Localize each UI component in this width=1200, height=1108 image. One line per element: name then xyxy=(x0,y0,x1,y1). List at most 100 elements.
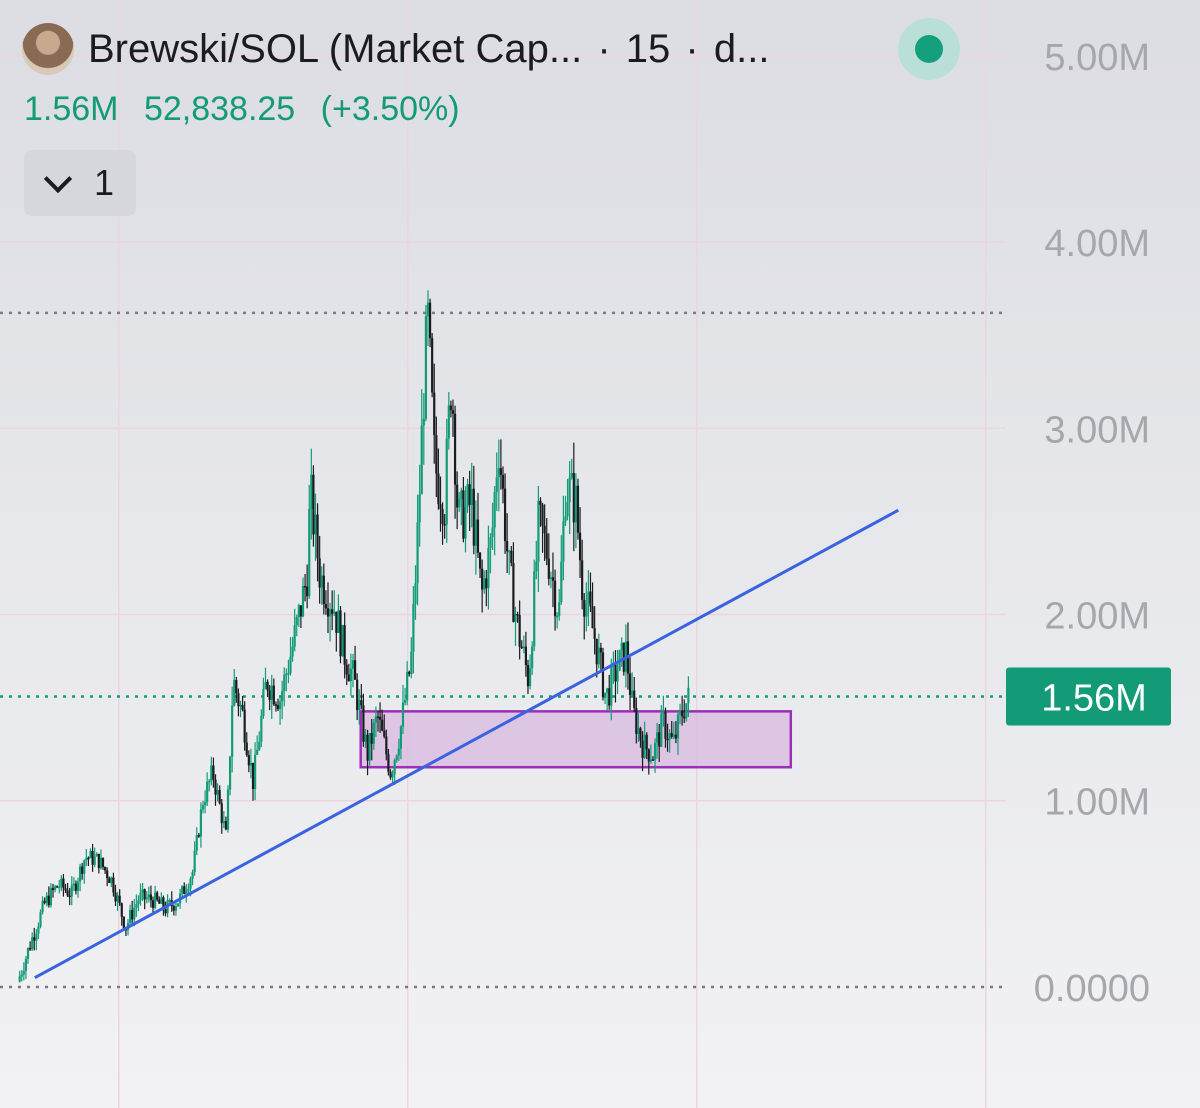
symbol-name: Brewski/SOL (Market Cap... xyxy=(88,26,583,71)
candle-body xyxy=(149,894,153,901)
candle-body xyxy=(168,900,171,902)
candle-body xyxy=(193,850,196,872)
indicators-toggle-button[interactable]: 1 xyxy=(24,150,136,216)
candle-body xyxy=(628,673,632,695)
candle-body xyxy=(241,704,244,710)
candle-body xyxy=(201,805,205,810)
candle-body xyxy=(281,691,284,702)
candle-body xyxy=(39,912,42,927)
candle-body xyxy=(641,740,644,758)
candle-body xyxy=(114,892,117,902)
candle-body xyxy=(172,906,175,911)
token-avatar xyxy=(22,23,74,75)
candle-body xyxy=(364,734,367,742)
candle-body xyxy=(676,714,680,739)
candle-body xyxy=(487,547,490,589)
candle-body xyxy=(501,474,505,489)
candle-body xyxy=(243,709,246,743)
candle-body xyxy=(408,671,411,674)
price-axis: 0.0000 1.00M 2.00M 3.00M 4.00M 5.00M xyxy=(1034,37,1150,1010)
candle-body xyxy=(266,681,269,691)
candle-body xyxy=(24,958,28,972)
candle-body xyxy=(651,759,655,761)
candle-body xyxy=(516,614,519,616)
interval-label: 15 xyxy=(625,26,671,71)
candle-body xyxy=(489,537,492,548)
candle-body xyxy=(68,895,71,898)
candle-body xyxy=(76,881,80,891)
candle-body xyxy=(341,625,344,657)
candle-body xyxy=(687,687,690,704)
candle-body xyxy=(422,418,425,426)
candle-body xyxy=(445,438,448,525)
candle-body xyxy=(74,883,78,891)
title-separator: · xyxy=(685,26,699,71)
candle-body xyxy=(33,937,36,941)
candle-body xyxy=(89,850,92,859)
candle-body xyxy=(587,591,590,604)
title-separator: · xyxy=(597,26,611,71)
symbol-title[interactable]: Brewski/SOL (Market Cap... · 15 · d... xyxy=(88,27,769,72)
candle-body xyxy=(441,509,444,525)
candle-body xyxy=(387,754,390,772)
candle-body xyxy=(360,700,363,706)
candle-body xyxy=(337,610,340,633)
candle-body xyxy=(503,488,507,542)
candle-body xyxy=(28,948,32,950)
candle-body xyxy=(520,646,523,649)
candle-body xyxy=(218,790,221,804)
candle-body xyxy=(378,716,382,720)
candle-body xyxy=(416,522,419,584)
candle-body xyxy=(666,738,669,741)
candle-body xyxy=(81,866,84,874)
candle-body xyxy=(322,575,325,605)
candle-body xyxy=(539,500,542,505)
candle-body xyxy=(253,754,257,790)
candle-body xyxy=(128,909,132,923)
candle-body xyxy=(649,759,652,762)
candle-body xyxy=(566,502,569,517)
candle-body xyxy=(141,889,144,893)
candle-body xyxy=(291,646,294,657)
candle-body xyxy=(199,809,203,837)
candle-body xyxy=(64,888,67,891)
candle-body xyxy=(318,558,321,588)
candle-body xyxy=(431,338,434,393)
candle-body xyxy=(237,693,240,707)
candle-body xyxy=(547,558,550,579)
candle-body xyxy=(522,646,525,648)
candle-body xyxy=(185,891,188,895)
candle-body xyxy=(176,903,180,907)
candle-body xyxy=(120,903,123,917)
candle-body xyxy=(91,850,94,865)
candle-body xyxy=(608,688,611,706)
candle-body xyxy=(583,599,586,617)
candle-body xyxy=(610,666,613,706)
candle-body xyxy=(85,857,88,861)
candle-body xyxy=(345,664,348,675)
candle-body xyxy=(358,700,361,711)
candle-body xyxy=(410,651,413,674)
support-zone[interactable] xyxy=(359,710,793,769)
candle-body xyxy=(414,583,417,604)
candle-body xyxy=(401,702,405,727)
candle-body xyxy=(562,521,565,562)
candle-body xyxy=(108,878,111,884)
candle-body xyxy=(287,673,290,675)
candle-body xyxy=(35,933,38,941)
candle-body xyxy=(197,835,200,837)
candle-body xyxy=(510,550,513,563)
title-row: Brewski/SOL (Market Cap... · 15 · d... xyxy=(22,18,769,80)
candle-body xyxy=(306,586,309,597)
candle-body xyxy=(320,575,323,588)
candle-body xyxy=(558,602,561,616)
chevron-down-icon xyxy=(43,164,73,194)
market-status-icon[interactable] xyxy=(898,18,960,80)
candle-body xyxy=(116,895,119,902)
candle-body xyxy=(106,870,109,879)
candle-body xyxy=(593,628,596,639)
candle-body xyxy=(231,705,234,757)
trendline[interactable] xyxy=(34,508,900,979)
candle-body xyxy=(424,316,428,419)
